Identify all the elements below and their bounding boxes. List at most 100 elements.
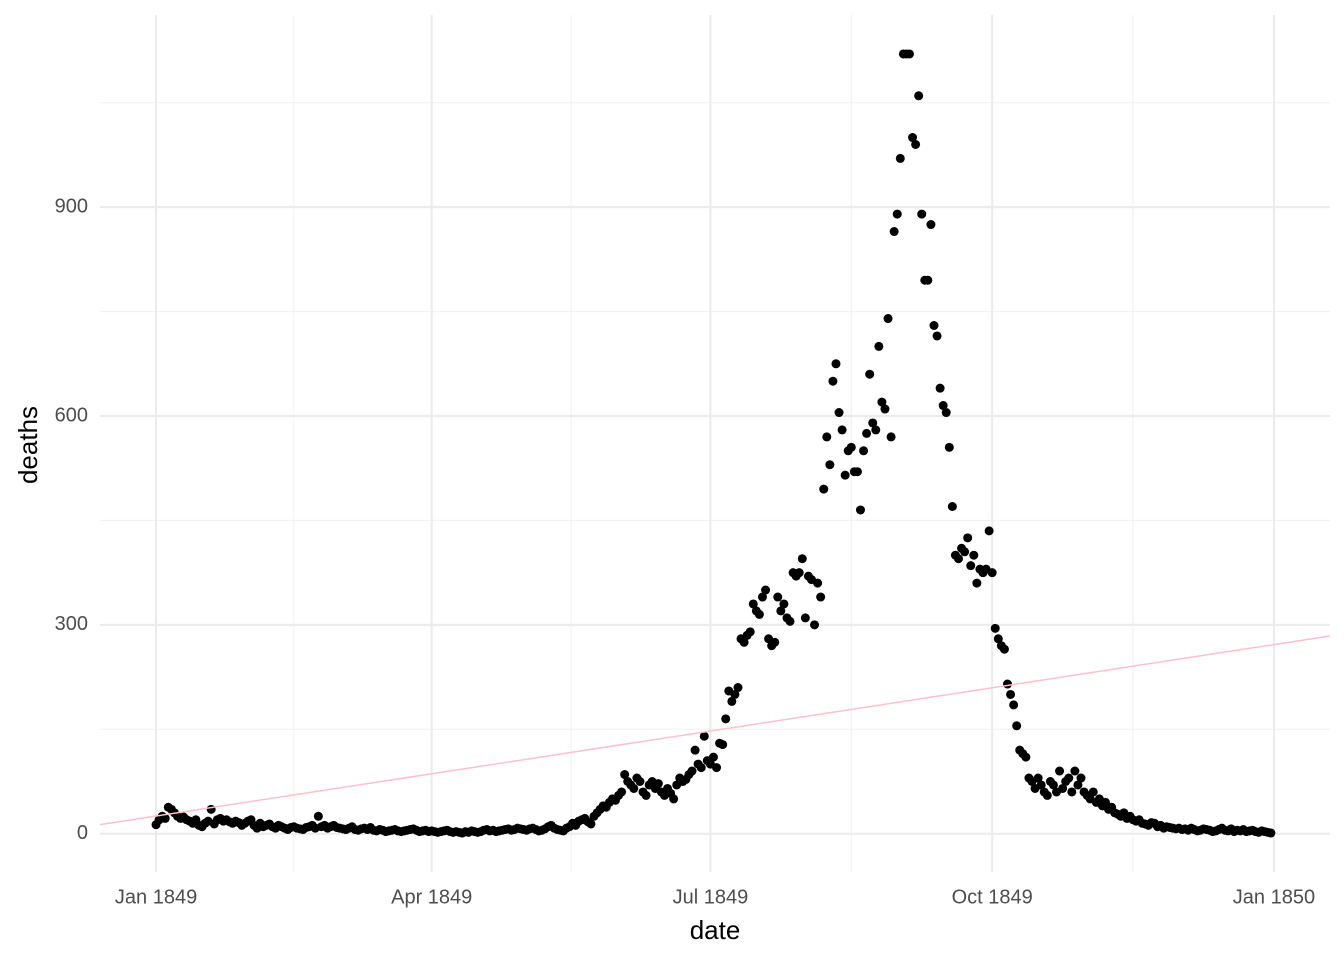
point	[687, 766, 697, 776]
point	[969, 550, 979, 560]
x-tick-label: Jan 1850	[1233, 886, 1315, 908]
point	[947, 502, 957, 512]
point	[834, 408, 844, 418]
point	[972, 578, 982, 588]
point	[966, 561, 976, 571]
point	[889, 227, 899, 237]
trend-line	[99, 635, 1331, 826]
point	[653, 779, 663, 789]
point	[932, 331, 942, 341]
y-tick-label: 0	[77, 822, 88, 844]
point	[690, 745, 700, 755]
x-tick-label: Jul 1849	[673, 886, 749, 908]
y-tick-label: 600	[55, 404, 88, 426]
point	[1006, 689, 1016, 699]
point	[984, 526, 994, 536]
point	[712, 763, 722, 773]
y-axis-title: deaths	[13, 406, 43, 484]
point	[1067, 787, 1077, 797]
point	[904, 49, 914, 59]
point	[1073, 780, 1083, 790]
point	[862, 428, 872, 438]
point	[914, 91, 924, 101]
point	[990, 623, 1000, 633]
point	[926, 220, 936, 230]
point	[852, 467, 862, 477]
point	[669, 794, 679, 804]
point	[859, 446, 869, 456]
point	[923, 275, 933, 285]
point	[748, 599, 758, 609]
point	[1002, 679, 1012, 689]
point	[1058, 783, 1068, 793]
x-tick-label: Oct 1849	[952, 886, 1033, 908]
point	[993, 634, 1003, 644]
point	[825, 460, 835, 470]
point	[617, 787, 627, 797]
point	[963, 533, 973, 543]
point	[880, 404, 890, 414]
point	[730, 689, 740, 699]
point	[718, 740, 728, 750]
point	[944, 442, 954, 452]
point	[785, 616, 795, 626]
point	[779, 599, 789, 609]
point	[629, 783, 639, 793]
point	[635, 776, 645, 786]
grid	[100, 15, 1330, 872]
point	[313, 811, 323, 821]
marks	[99, 49, 1331, 838]
point	[941, 408, 951, 418]
point	[1070, 766, 1080, 776]
point	[929, 320, 939, 330]
point	[761, 585, 771, 595]
point	[877, 397, 887, 407]
point	[831, 359, 841, 369]
point	[895, 153, 905, 163]
point	[868, 418, 878, 428]
point	[1076, 773, 1086, 783]
point	[908, 133, 918, 143]
point	[1088, 787, 1098, 797]
point	[917, 209, 927, 219]
point	[810, 620, 820, 630]
point	[883, 314, 893, 324]
point	[1036, 780, 1046, 790]
y-tick-label: 900	[55, 195, 88, 217]
point	[819, 484, 829, 494]
point	[745, 627, 755, 637]
point	[1048, 780, 1058, 790]
point	[892, 209, 902, 219]
x-tick-label: Apr 1849	[391, 886, 472, 908]
point	[1009, 700, 1019, 710]
point	[1033, 773, 1043, 783]
point	[794, 568, 804, 578]
point	[696, 763, 706, 773]
point	[1266, 828, 1276, 838]
point	[727, 696, 737, 706]
point	[953, 554, 963, 564]
point	[721, 714, 731, 724]
point	[911, 139, 921, 149]
point	[837, 425, 847, 435]
point	[1064, 773, 1074, 783]
point	[773, 592, 783, 602]
point	[999, 644, 1009, 654]
point	[938, 401, 948, 411]
point	[739, 637, 749, 647]
point	[797, 554, 807, 564]
point	[871, 425, 881, 435]
point	[1055, 766, 1065, 776]
x-tick-label: Jan 1849	[115, 886, 197, 908]
point	[987, 568, 997, 578]
point	[828, 376, 838, 386]
point	[733, 683, 743, 693]
point	[1012, 721, 1022, 731]
point	[813, 578, 823, 588]
point	[754, 609, 764, 619]
point	[586, 819, 596, 829]
point	[822, 432, 832, 442]
point	[641, 790, 651, 800]
